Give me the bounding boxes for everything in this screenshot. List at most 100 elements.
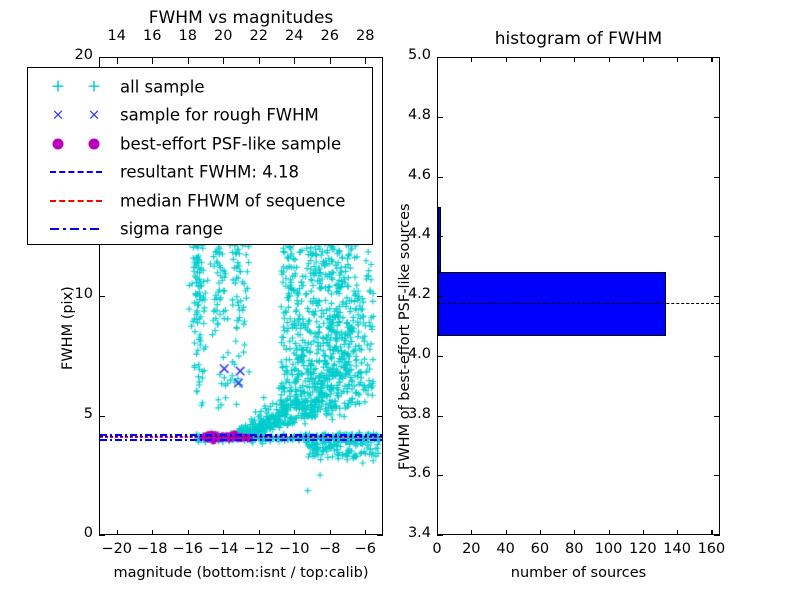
tick-label: 80 bbox=[564, 541, 584, 557]
axis-tick-mark bbox=[608, 57, 610, 62]
dot-marker-icon bbox=[52, 138, 64, 149]
axis-tick-mark bbox=[437, 296, 443, 298]
axis-tick-mark bbox=[437, 57, 439, 62]
left-xlabel: magnitude (bottom:isnt / top:calib) bbox=[113, 565, 369, 581]
tick-label: 5.0 bbox=[407, 47, 431, 63]
axis-tick-mark bbox=[99, 57, 105, 59]
axis-tick-mark bbox=[258, 530, 260, 535]
axis-tick-mark bbox=[152, 57, 154, 64]
dashdot-line-icon bbox=[50, 228, 102, 230]
tick-label: −6 bbox=[354, 541, 376, 557]
axis-tick-mark bbox=[574, 57, 576, 62]
axis-tick-mark bbox=[471, 530, 473, 535]
axis-tick-mark bbox=[711, 57, 713, 62]
left-panel-title: FWHM vs magnitudes bbox=[148, 8, 334, 28]
tick-label: 60 bbox=[530, 541, 550, 557]
axis-tick-mark bbox=[187, 57, 189, 64]
cross-marker-icon: × bbox=[51, 105, 65, 124]
tick-label: 40 bbox=[496, 541, 515, 557]
axis-tick-mark bbox=[99, 296, 105, 298]
right-panel-title: histogram of FWHM bbox=[494, 29, 663, 49]
tick-label: 0 bbox=[432, 541, 442, 557]
tick-label: −12 bbox=[243, 541, 275, 557]
tick-label: 5 bbox=[83, 405, 93, 422]
axis-tick-mark bbox=[152, 530, 154, 535]
plus-marker-icon: + bbox=[50, 76, 66, 96]
axis-tick-mark bbox=[471, 57, 473, 62]
tick-label: 14 bbox=[107, 28, 126, 44]
hline-median-fhwm-of-sequence bbox=[100, 436, 382, 438]
axis-tick-mark bbox=[714, 296, 720, 298]
tick-label: 4.0 bbox=[407, 345, 431, 362]
axis-tick-mark bbox=[437, 415, 443, 417]
axis-tick-mark bbox=[116, 57, 118, 64]
cross-marker-icon: × bbox=[87, 105, 101, 124]
axis-tick-mark bbox=[223, 530, 225, 535]
axis-tick-mark bbox=[377, 415, 383, 417]
axis-tick-mark bbox=[223, 57, 225, 64]
tick-label: −8 bbox=[319, 541, 341, 557]
tick-label: 0 bbox=[83, 525, 93, 541]
tick-label: 24 bbox=[285, 28, 304, 44]
right-xlabel: number of sources bbox=[510, 565, 647, 581]
tick-label: −10 bbox=[278, 541, 310, 557]
axis-tick-mark bbox=[377, 57, 383, 59]
axis-tick-mark bbox=[437, 176, 443, 178]
axis-tick-mark bbox=[437, 530, 439, 535]
plus-marker-icon: + bbox=[86, 76, 102, 96]
hline-sigma-range-lower bbox=[100, 438, 382, 441]
axis-tick-mark bbox=[437, 116, 443, 118]
axis-tick-mark bbox=[711, 530, 713, 535]
tick-label: 20 bbox=[462, 541, 481, 557]
tick-label: −18 bbox=[136, 541, 168, 557]
axis-tick-mark bbox=[714, 176, 720, 178]
axis-tick-mark bbox=[377, 535, 383, 537]
legend-item-best-effort-psf-like-sample: best-effort PSF-like sample bbox=[28, 129, 372, 158]
tick-label: 16 bbox=[143, 28, 162, 44]
axis-tick-mark bbox=[437, 57, 443, 59]
axis-tick-mark bbox=[437, 475, 443, 477]
axis-tick-mark bbox=[99, 535, 105, 537]
tick-label: 4.8 bbox=[407, 106, 431, 123]
tick-label: 20 bbox=[214, 28, 233, 44]
tick-label: −16 bbox=[172, 541, 204, 557]
axis-tick-mark bbox=[714, 57, 720, 59]
tick-label: −20 bbox=[101, 541, 133, 557]
axis-tick-mark bbox=[365, 530, 367, 535]
legend-item-sigma-range: sigma range bbox=[28, 215, 372, 244]
tick-label: 10 bbox=[74, 286, 93, 302]
tick-label: 4.6 bbox=[407, 166, 431, 183]
axis-tick-mark bbox=[329, 57, 331, 64]
dashed-line-icon bbox=[50, 171, 102, 173]
tick-label: 100 bbox=[594, 541, 623, 557]
axis-tick-mark bbox=[329, 530, 331, 535]
axis-tick-mark bbox=[377, 296, 383, 298]
axis-tick-mark bbox=[714, 236, 720, 238]
axis-tick-mark bbox=[294, 57, 296, 64]
axis-tick-mark bbox=[677, 57, 679, 62]
axis-tick-mark bbox=[642, 530, 644, 535]
axis-tick-mark bbox=[642, 57, 644, 62]
axis-tick-mark bbox=[714, 116, 720, 118]
legend-item-resultant-fwhm-4-18: resultant FWHM: 4.18 bbox=[28, 158, 372, 187]
right-ylabel: FWHM of best-effort PSF-like sources bbox=[397, 203, 413, 470]
left-ylabel: FWHM (pix) bbox=[60, 286, 76, 370]
legend-item-label: all sample bbox=[120, 77, 205, 96]
axis-tick-mark bbox=[294, 530, 296, 535]
axis-tick-mark bbox=[505, 530, 507, 535]
axis-tick-mark bbox=[505, 57, 507, 62]
legend-item-label: resultant FWHM: 4.18 bbox=[120, 162, 299, 182]
axis-tick-mark bbox=[608, 530, 610, 535]
tick-label: 120 bbox=[628, 541, 657, 557]
axis-tick-mark bbox=[437, 236, 443, 238]
legend-item-all-sample: + + all sample bbox=[28, 72, 372, 101]
legend-item-label: best-effort PSF-like sample bbox=[120, 134, 342, 153]
axis-tick-mark bbox=[539, 530, 542, 535]
dot-marker-icon bbox=[88, 138, 100, 149]
legend-item-label: sigma range bbox=[120, 219, 224, 239]
axis-tick-mark bbox=[714, 415, 720, 417]
axis-tick-mark bbox=[258, 57, 260, 64]
hline-resultant-fwhm bbox=[438, 302, 719, 304]
tick-label: 3.8 bbox=[407, 405, 431, 422]
tick-label: 4.2 bbox=[407, 286, 431, 302]
